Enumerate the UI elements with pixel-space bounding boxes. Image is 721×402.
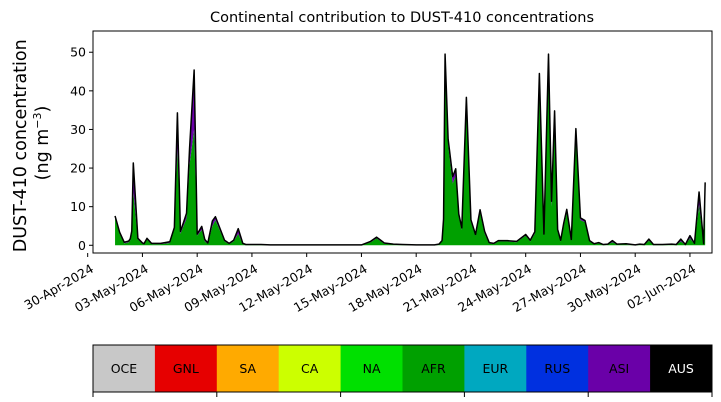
colorbar-cell-asi [588,345,651,392]
colorbar-label-rus: RUS [544,361,570,376]
colorbar-cell-gnl [154,345,218,392]
colorbar-label-sa: SA [239,361,256,376]
y-axis-label-line2: (ng m [33,129,53,181]
colorbar-cell-oce [93,345,156,392]
colorbar-label-asi: ASI [609,361,629,376]
y-tick-label-30: 30 [70,122,86,137]
plot-area [114,53,706,246]
colorbar-cell-eur [464,345,527,392]
colorbar-cell-na [340,345,403,392]
y-tick-label-40: 40 [70,83,86,98]
y-tick-label-20: 20 [70,161,86,176]
area-series-asi [115,55,706,246]
y-axis-label: DUST-410 concentration (ng m−3) [11,34,53,253]
colorbar-cell-rus [526,345,589,392]
y-axis-label-line1: DUST-410 concentration [11,39,31,252]
colorbar-label-oce: OCE [111,361,138,376]
colorbar-cell-sa [216,345,280,392]
colorbar-label-eur: EUR [482,361,508,376]
total-line [114,53,706,246]
y-axis-label-sup: −3 [31,112,44,128]
y-axis-label-close: ) [33,106,53,113]
colorbar-cell-afr [402,345,465,392]
x-axis: 30-Apr-202403-May-202406-May-202409-May-… [22,253,698,315]
colorbar-cell-aus [650,345,713,392]
plot-frame [92,30,713,254]
colorbar-label-ca: CA [301,361,319,376]
colorbar-cell-ca [278,345,342,392]
y-tick-label-10: 10 [70,199,86,214]
chart-title: Continental contribution to DUST-410 con… [210,10,594,26]
colorbar-label-gnl: GNL [173,361,199,376]
area-series-aus [115,54,706,246]
colorbar-label-afr: AFR [421,361,446,376]
area-series-afr [115,59,706,246]
region-colorbar: OCE GNL SA CA NA AFR EUR RUS ASI AUS [92,344,713,397]
y-axis: 0 10 20 30 40 50 [70,45,93,253]
colorbar-label-na: NA [363,361,381,376]
colorbar-frame [92,344,713,393]
y-tick-label-50: 50 [70,45,86,60]
colorbar-label-aus: AUS [668,361,694,376]
y-tick-label-0: 0 [78,238,86,253]
